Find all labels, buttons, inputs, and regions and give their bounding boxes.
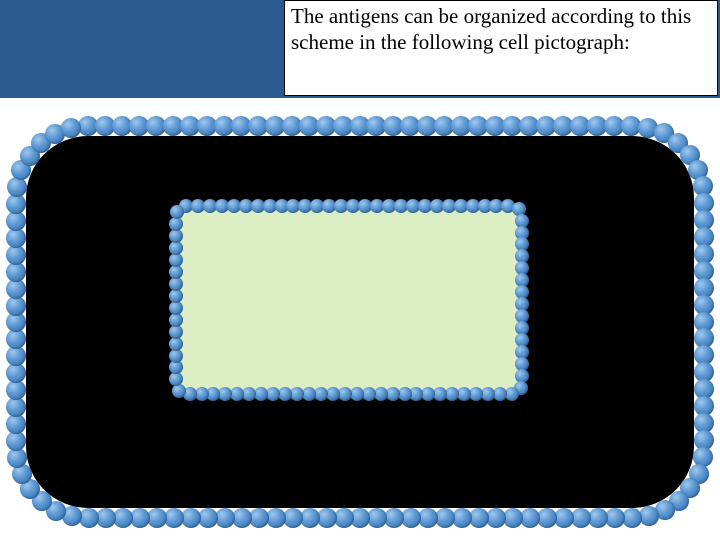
membrane-bead [169, 301, 183, 315]
cell-pictograph [6, 116, 714, 526]
membrane-bead [302, 387, 316, 401]
membrane-bead [503, 508, 523, 528]
membrane-bead [588, 508, 608, 528]
membrane-bead [605, 508, 625, 528]
membrane-bead [505, 387, 519, 401]
membrane-bead [290, 387, 304, 401]
membrane-bead [537, 508, 557, 528]
membrane-bead [169, 325, 183, 339]
membrane-bead [169, 349, 183, 363]
membrane-bead [169, 241, 183, 255]
membrane-bead [469, 508, 489, 528]
membrane-bead [278, 387, 292, 401]
membrane-bead [170, 205, 184, 219]
membrane-bead [6, 346, 26, 366]
membrane-bead [418, 508, 438, 528]
membrane-bead [362, 387, 376, 401]
membrane-bead [169, 337, 183, 351]
membrane-bead [169, 313, 183, 327]
membrane-bead [435, 508, 455, 528]
membrane-bead [6, 397, 26, 417]
membrane-bead [350, 387, 364, 401]
membrane-bead [169, 289, 183, 303]
membrane-bead [79, 508, 99, 528]
membrane-bead [169, 229, 183, 243]
membrane-bead [314, 387, 328, 401]
membrane-bead [195, 387, 209, 401]
membrane-bead [326, 387, 340, 401]
membrane-bead [6, 414, 26, 434]
membrane-bead [481, 387, 495, 401]
membrane-bead [493, 387, 507, 401]
membrane-bead [486, 508, 506, 528]
membrane-bead [7, 177, 27, 197]
membrane-bead [384, 508, 404, 528]
membrane-bead [520, 508, 540, 528]
membrane-bead [169, 253, 183, 267]
membrane-bead [169, 265, 183, 279]
membrane-bead [169, 277, 183, 291]
membrane-bead [6, 431, 26, 451]
membrane-bead [367, 508, 387, 528]
membrane-bead [386, 387, 400, 401]
membrane-bead [6, 380, 26, 400]
membrane-bead [338, 387, 352, 401]
membrane-bead [452, 508, 472, 528]
membrane-bead [398, 387, 412, 401]
membrane-bead [554, 508, 574, 528]
membrane-bead [571, 508, 591, 528]
membrane-bead [61, 118, 81, 138]
description-text: The antigens can be organized according … [291, 4, 691, 54]
membrane-bead [6, 329, 26, 349]
nucleus-fill [176, 206, 522, 394]
description-box: The antigens can be organized according … [284, 0, 718, 96]
membrane-bead [6, 363, 26, 383]
membrane-bead [374, 387, 388, 401]
membrane-bead [401, 508, 421, 528]
